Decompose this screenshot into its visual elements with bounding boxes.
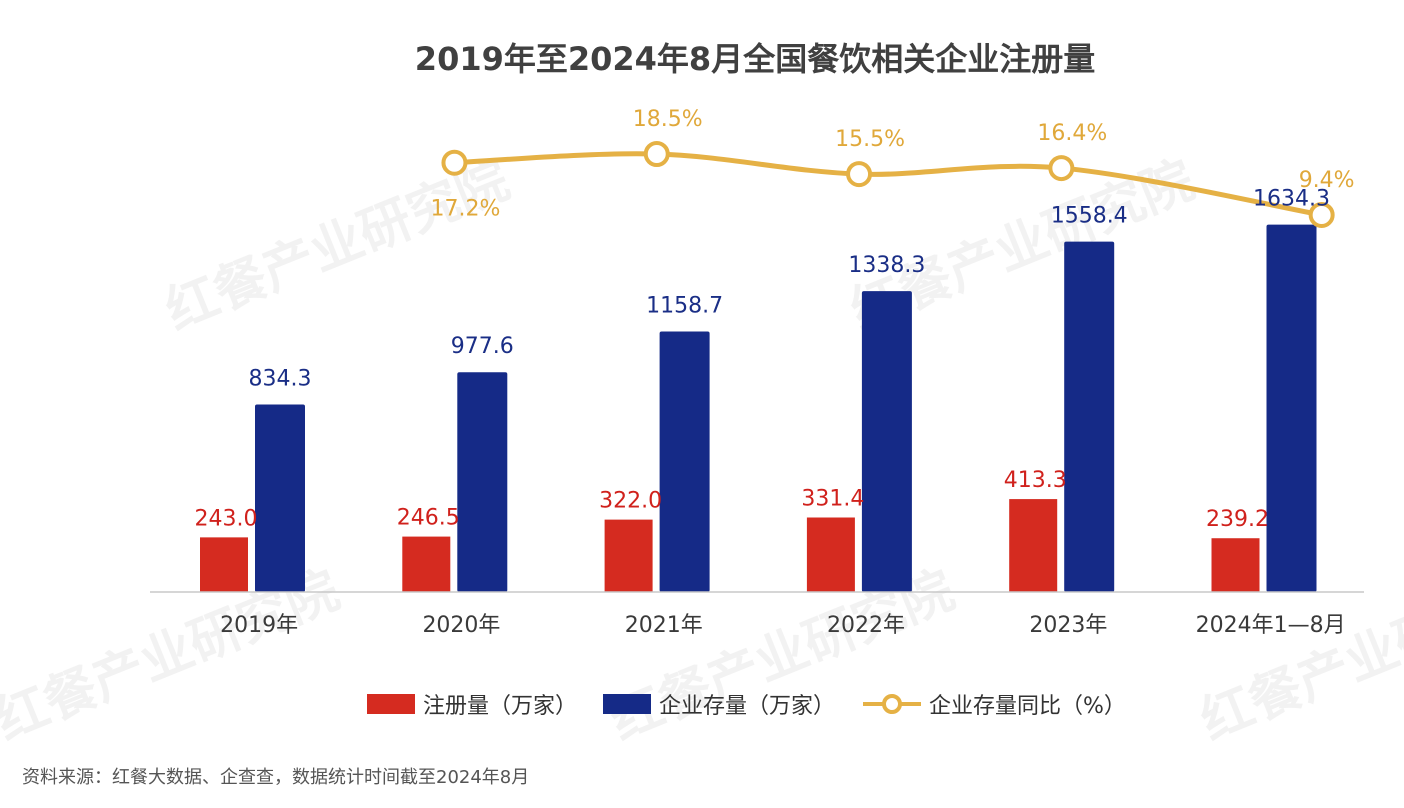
bar-stock — [457, 372, 508, 592]
watermark: 红餐产业研究院 — [157, 150, 517, 342]
yoy-marker — [1048, 155, 1075, 182]
bar-stock — [861, 291, 912, 592]
data-label-registrations: 246.5 — [397, 506, 460, 531]
yoy-marker — [441, 149, 468, 176]
source-note: 资料来源：红餐大数据、企查查，数据统计时间截至2024年8月 — [22, 767, 529, 788]
legend-swatch-yoy-marker — [882, 694, 902, 714]
bar-stock — [1064, 241, 1115, 592]
yoy-marker — [846, 161, 873, 188]
yoy-marker — [1308, 201, 1335, 228]
data-label-yoy: 9.4% — [1299, 168, 1355, 193]
data-label-registrations: 331.4 — [801, 487, 864, 512]
data-label-stock: 1558.4 — [1051, 204, 1128, 229]
x-tick-label: 2020年 — [422, 613, 500, 638]
data-label-stock: 1158.7 — [646, 294, 723, 319]
bar-registrations — [200, 537, 248, 592]
data-label-registrations: 239.2 — [1206, 507, 1269, 532]
data-label-stock: 1338.3 — [848, 253, 925, 278]
x-tick-label: 2019年 — [220, 613, 298, 638]
bar-registrations — [1211, 538, 1260, 592]
data-label-yoy: 16.4% — [1037, 121, 1107, 146]
data-label-registrations: 413.3 — [1004, 468, 1067, 493]
bar-registrations — [604, 519, 653, 592]
bar-registrations — [1009, 499, 1058, 592]
x-tick-label: 2023年 — [1029, 613, 1107, 638]
data-label-registrations: 322.0 — [599, 489, 662, 514]
x-tick-label: 2021年 — [625, 613, 703, 638]
bar-stock — [255, 404, 305, 592]
yoy-marker — [643, 141, 670, 167]
legend-label-registrations: 注册量（万家） — [423, 694, 577, 719]
data-label-yoy: 15.5% — [835, 127, 905, 152]
bar-stock — [659, 331, 710, 592]
legend-label-stock: 企业存量（万家） — [659, 694, 835, 719]
x-tick-labels: 2019年 2020年 2021年 2022年 2023年 2024年1—8月 — [220, 613, 1345, 638]
data-label-stock: 1634.3 — [1253, 187, 1330, 212]
x-tick-label: 2022年 — [827, 613, 905, 638]
data-label-stock: 977.6 — [451, 334, 514, 359]
data-label-registrations: 243.0 — [195, 506, 258, 531]
chart-title: 2019年至2024年8月全国餐饮相关企业注册量 — [415, 40, 1095, 78]
yoy-line-layer — [441, 141, 1335, 228]
data-label-yoy: 17.2% — [431, 197, 501, 222]
bar-stock — [1266, 224, 1317, 592]
data-labels: 243.0 834.3 246.5 977.6 322.0 1158.7 331.4 1338… — [195, 107, 1355, 532]
bars — [200, 224, 1317, 592]
legend: 注册量（万家） 企业存量（万家） 企业存量同比（%） — [367, 694, 1126, 719]
data-label-stock: 834.3 — [249, 366, 312, 391]
legend-swatch-registrations — [367, 694, 415, 714]
bar-registrations — [806, 517, 855, 592]
x-tick-label: 2024年1—8月 — [1196, 613, 1346, 638]
bar-registrations — [402, 536, 451, 592]
legend-label-yoy: 企业存量同比（%） — [929, 694, 1126, 719]
data-label-yoy: 18.5% — [633, 107, 703, 132]
legend-swatch-stock — [603, 694, 651, 714]
